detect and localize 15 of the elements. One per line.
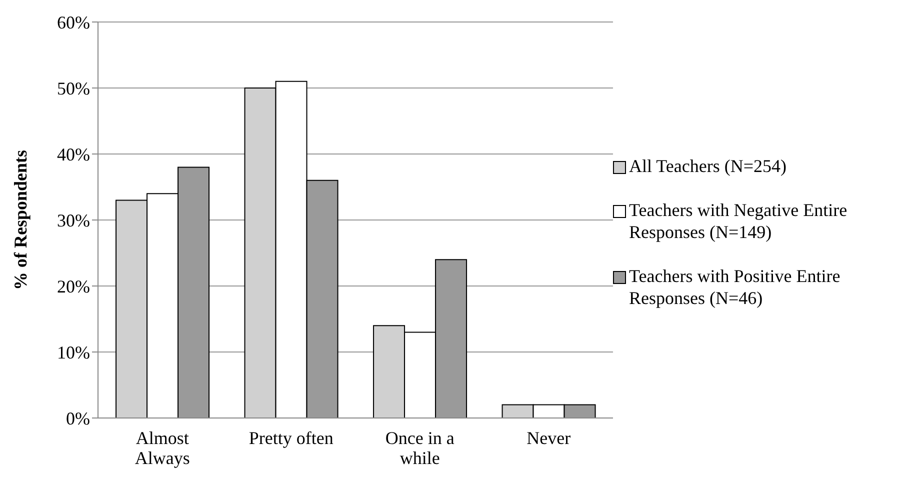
legend-label: Teachers with Negative Entire Responses (N=149) (629, 199, 848, 243)
x-tick-label: Almost Always (134, 428, 190, 468)
y-tick-label: 10% (57, 342, 90, 362)
x-tick-label: Pretty often (248, 428, 334, 448)
y-tick-label: 40% (57, 144, 90, 164)
y-tick-label: 20% (57, 276, 90, 296)
y-axis-title: % of Respondents (10, 150, 30, 290)
x-tick-label: Once in a while (385, 428, 454, 468)
x-tick-label: Never (526, 428, 571, 448)
legend-label: All Teachers (N=254) (629, 155, 787, 177)
y-tick-label: 0% (66, 408, 90, 428)
y-tick-label: 60% (57, 12, 90, 32)
y-tick-label: 30% (57, 210, 90, 230)
legend-label: Teachers with Positive Entire Responses (N=46) (629, 265, 842, 309)
y-tick-label: 50% (57, 78, 90, 98)
